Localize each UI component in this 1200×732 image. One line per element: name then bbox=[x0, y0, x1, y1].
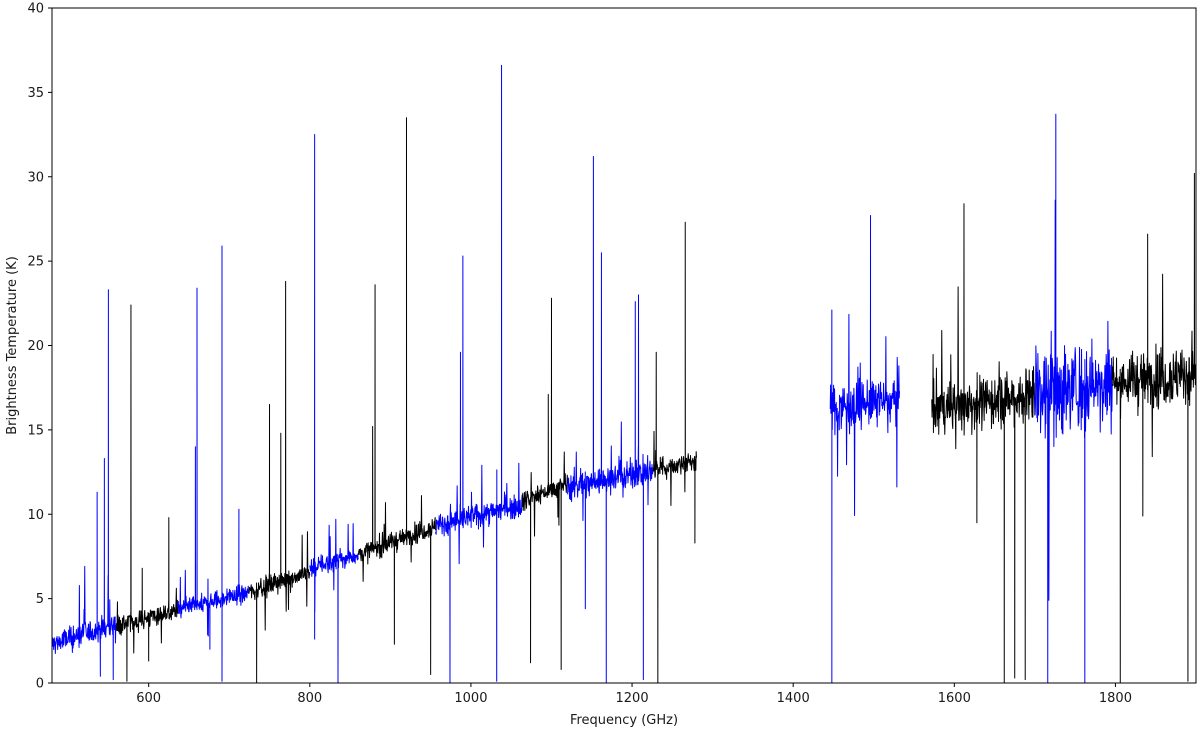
spectrum-segment-black bbox=[248, 280, 311, 683]
plot-frame bbox=[51, 7, 1197, 684]
spectrum-segment-blue bbox=[177, 245, 250, 682]
spectrum-segment-blue bbox=[434, 64, 523, 683]
spectrum-segment-blue bbox=[567, 156, 654, 683]
y-tick-label: 35 bbox=[27, 86, 44, 101]
y-tick-label: 15 bbox=[27, 423, 44, 438]
y-tick-label: 25 bbox=[27, 255, 44, 270]
y-axis: 0 5 10 15 20 25 30 35 40 bbox=[27, 2, 52, 692]
x-axis-label: Frequency (GHz) bbox=[570, 713, 678, 728]
y-tick-label: 20 bbox=[27, 339, 44, 354]
y-tick-label: 5 bbox=[36, 592, 44, 607]
x-tick-label: 600 bbox=[136, 691, 161, 706]
spectrum-segment-blue bbox=[52, 289, 117, 681]
spectrum-segment-black bbox=[652, 221, 698, 683]
x-tick-label: 1800 bbox=[1099, 691, 1132, 706]
series-layer bbox=[52, 64, 1196, 683]
x-tick-label: 1600 bbox=[938, 691, 971, 706]
y-tick-label: 40 bbox=[27, 2, 44, 17]
spectrum-segment-blue bbox=[829, 215, 901, 683]
y-tick-label: 0 bbox=[36, 677, 44, 692]
x-tick-label: 1200 bbox=[616, 691, 649, 706]
spectrum-segment-black bbox=[1111, 172, 1196, 683]
x-tick-label: 800 bbox=[297, 691, 322, 706]
spectrum-segment-blue bbox=[1034, 113, 1113, 683]
spectrum-segment-black bbox=[931, 203, 1036, 683]
y-axis-label: Brightness Temperature (K) bbox=[5, 256, 20, 435]
x-tick-label: 1400 bbox=[777, 691, 810, 706]
spectrum-segment-blue bbox=[309, 134, 359, 683]
y-tick-label: 30 bbox=[27, 170, 44, 185]
x-axis: 600 800 1000 1200 1400 1600 1800 bbox=[136, 683, 1132, 706]
spectrum-segment-black bbox=[521, 297, 569, 670]
spectrum-segment-black bbox=[357, 117, 436, 676]
spectrum-segment-black bbox=[115, 304, 179, 682]
y-tick-label: 10 bbox=[27, 508, 44, 523]
x-tick-label: 1000 bbox=[454, 691, 487, 706]
